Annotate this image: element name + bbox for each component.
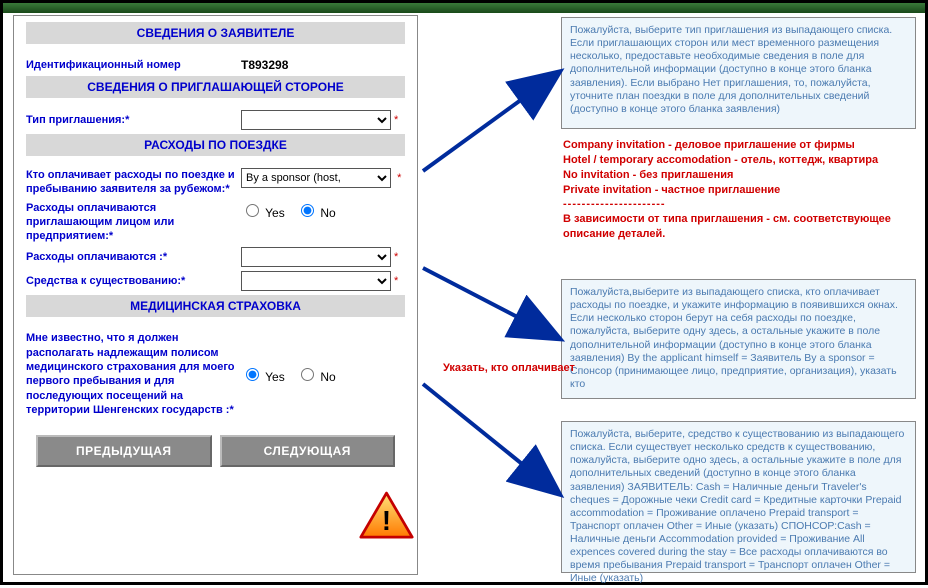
svg-text:!: ! <box>382 505 391 536</box>
invite-type-label: Тип приглашения:* <box>26 114 241 126</box>
radio-yes[interactable] <box>246 368 259 381</box>
paid-by-inviter-label: Расходы оплачиваются приглашающим лицом … <box>26 201 241 244</box>
red-line-1: Company invitation - деловое приглашение… <box>563 138 918 153</box>
who-pays-label: Кто оплачивает расходы по поездке и преб… <box>26 168 241 197</box>
invite-type-select[interactable] <box>241 110 391 130</box>
means-select[interactable] <box>241 271 391 291</box>
required-aster: * <box>394 251 398 263</box>
nav-buttons: ПРЕДЫДУЩАЯ СЛЕДУЮЩАЯ <box>36 435 395 467</box>
red-sep: ---------------------- <box>563 197 918 212</box>
help-box-who-pays: Пожалуйста,выберите из выпадающего списк… <box>561 279 916 399</box>
expenses-paid-select[interactable] <box>241 247 391 267</box>
warning-icon: ! <box>359 491 414 541</box>
help-box-means: Пожалуйста, выберите, средство к существ… <box>561 421 916 573</box>
red-line-4: Private invitation - частное приглашение <box>563 183 918 198</box>
insurance-yes[interactable]: Yes <box>241 370 285 384</box>
who-pays-select[interactable]: By a sponsor (host, <box>241 168 391 188</box>
paid-by-inviter-radios: Yes No <box>241 201 344 220</box>
radio-no[interactable] <box>301 204 314 217</box>
insurance-radios: Yes No <box>241 365 344 384</box>
radio-no[interactable] <box>301 368 314 381</box>
section-med-insurance: МЕДИЦИНСКАЯ СТРАХОВКА <box>26 295 405 317</box>
yes-label: Yes <box>265 370 285 384</box>
paid-by-inviter-no[interactable]: No <box>296 206 336 220</box>
expenses-paid-label: Расходы оплачиваются :* <box>26 251 241 263</box>
insurance-statement: Мне известно, что я должен располагать н… <box>26 331 241 417</box>
no-label: No <box>320 370 335 384</box>
section-applicant: СВЕДЕНИЯ О ЗАЯВИТЕЛЕ <box>26 22 405 44</box>
id-number-label: Идентификационный номер <box>26 59 241 71</box>
no-label: No <box>320 206 335 220</box>
section-travel-expenses: РАСХОДЫ ПО ПОЕЗДКЕ <box>26 134 405 156</box>
next-button[interactable]: СЛЕДУЮЩАЯ <box>220 435 396 467</box>
means-label: Средства к существованию:* <box>26 275 241 287</box>
required-aster: * <box>394 114 398 126</box>
required-aster: * <box>397 172 401 184</box>
red-note-who-pays: Указать, кто оплачивает <box>443 362 575 374</box>
radio-yes[interactable] <box>246 204 259 217</box>
prev-button[interactable]: ПРЕДЫДУЩАЯ <box>36 435 212 467</box>
id-number-value: T893298 <box>241 58 288 72</box>
form-panel: СВЕДЕНИЯ О ЗАЯВИТЕЛЕ Идентификационный н… <box>13 15 418 575</box>
red-line-3: No invitation - без приглашения <box>563 168 918 183</box>
help-box-invite-type: Пожалуйста, выберите тип приглашения из … <box>561 17 916 129</box>
titlebar <box>3 3 925 13</box>
section-inviting-party: СВЕДЕНИЯ О ПРИГЛАШАЮЩЕЙ СТОРОНЕ <box>26 76 405 98</box>
red-line-5: В зависимости от типа приглашения - см. … <box>563 212 918 242</box>
yes-label: Yes <box>265 206 285 220</box>
insurance-no[interactable]: No <box>296 370 336 384</box>
red-line-2: Hotel / temporary accomodation - отель, … <box>563 153 918 168</box>
app-frame: СВЕДЕНИЯ О ЗАЯВИТЕЛЕ Идентификационный н… <box>0 0 928 585</box>
required-aster: * <box>394 275 398 287</box>
red-legend: Company invitation - деловое приглашение… <box>563 138 918 242</box>
paid-by-inviter-yes[interactable]: Yes <box>241 206 285 220</box>
